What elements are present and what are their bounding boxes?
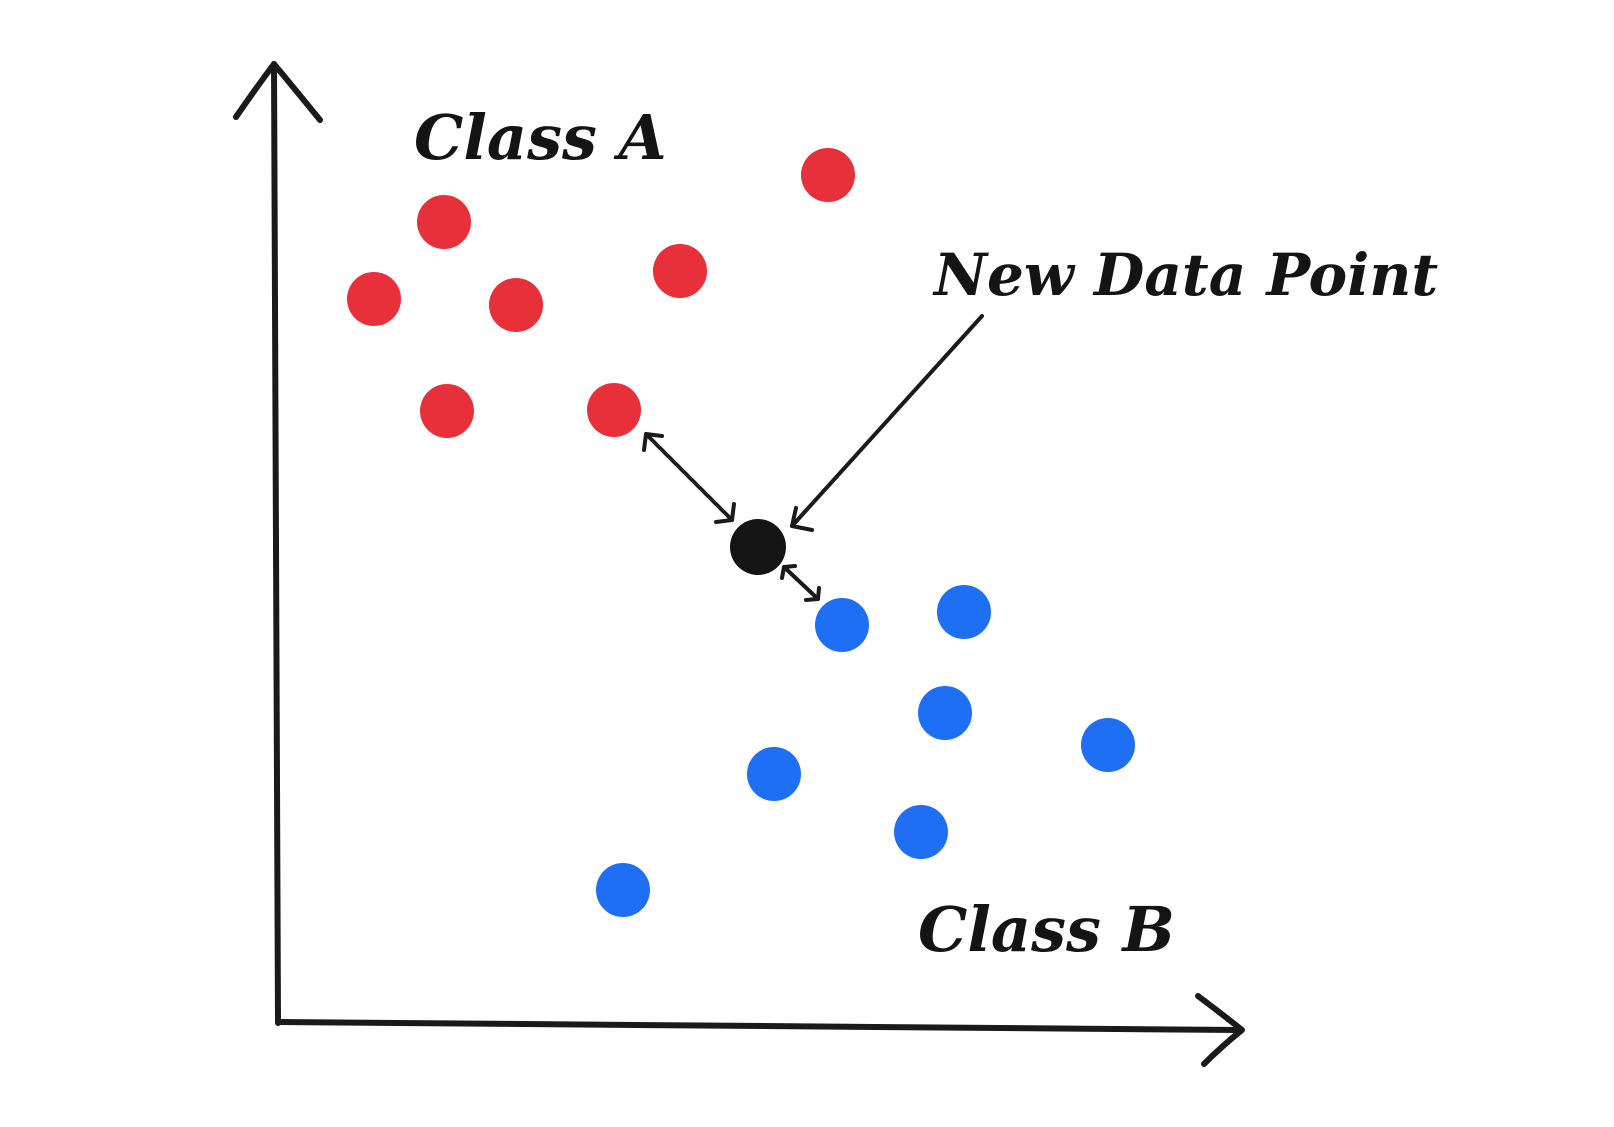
distance-arrow-to-class-a	[642, 432, 736, 524]
arrow-right-icon	[1195, 993, 1245, 1067]
class-a-point	[489, 278, 543, 332]
class-b-point	[747, 747, 801, 801]
x-axis	[275, 1019, 1243, 1033]
axes	[233, 61, 1245, 1067]
arrowhead-icon	[642, 432, 664, 452]
class-b-label: Class B	[918, 893, 1175, 966]
distance-arrows	[642, 432, 821, 602]
class-b-point	[1081, 718, 1135, 772]
class-b-point	[894, 805, 948, 859]
class-a-point	[801, 148, 855, 202]
arrowhead-icon	[714, 502, 736, 524]
class-a-point	[653, 244, 707, 298]
arrowhead-icon	[780, 564, 797, 580]
class-b-points	[596, 585, 1135, 917]
class-b-point	[937, 585, 991, 639]
new-data-point-label: New Data Point	[932, 241, 1438, 309]
arrowhead-icon	[804, 586, 821, 602]
arrow-up-icon	[233, 61, 323, 123]
class-a-point	[417, 195, 471, 249]
class-b-point	[596, 863, 650, 917]
arrowhead-icon	[790, 506, 814, 532]
class-a-point	[587, 383, 641, 437]
class-b-point	[918, 686, 972, 740]
class-a-label: Class A	[414, 101, 667, 174]
distance-arrow-to-class-b	[780, 564, 821, 602]
class-a-points	[347, 148, 855, 438]
new-point-pointer	[790, 314, 984, 532]
class-b-point	[815, 598, 869, 652]
new-data-point	[730, 519, 786, 575]
class-a-point	[347, 272, 401, 326]
class-a-point	[420, 384, 474, 438]
y-axis	[271, 61, 281, 1026]
